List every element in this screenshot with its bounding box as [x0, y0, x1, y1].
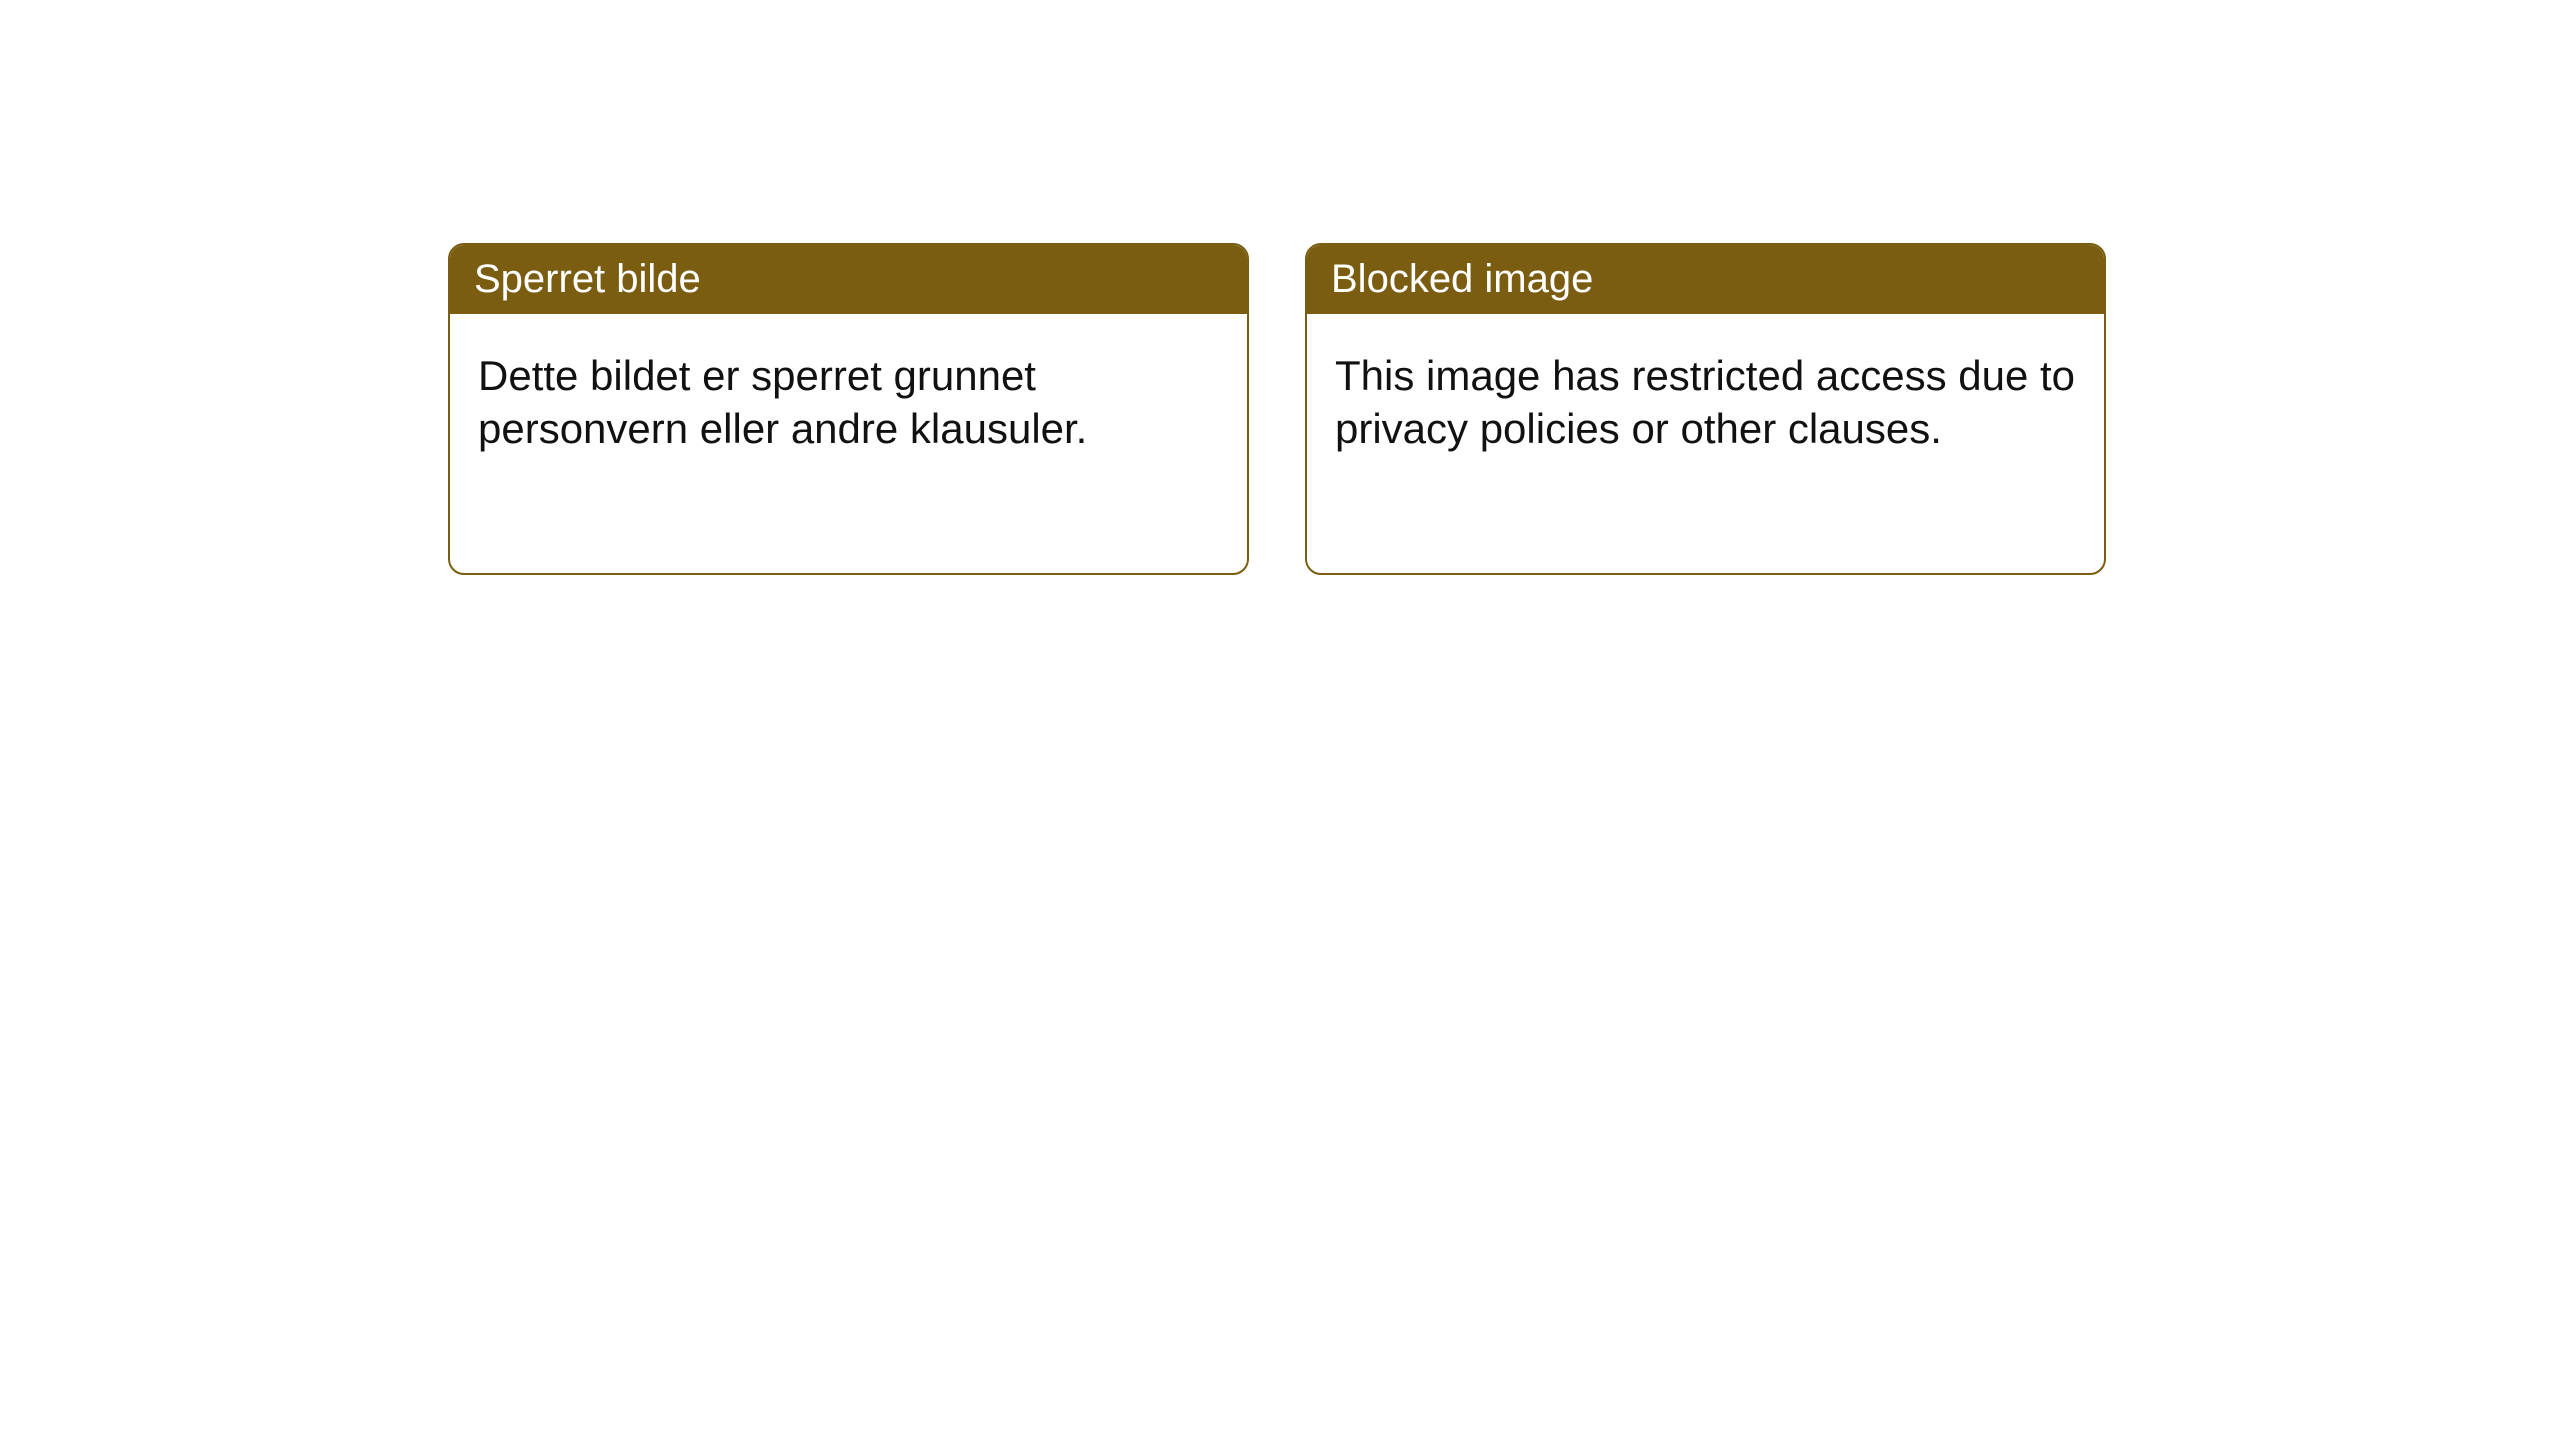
notice-cards-container: Sperret bilde Dette bildet er sperret gr… [448, 243, 2106, 575]
card-body-norwegian: Dette bildet er sperret grunnet personve… [450, 314, 1247, 491]
notice-card-norwegian: Sperret bilde Dette bildet er sperret gr… [448, 243, 1249, 575]
notice-card-english: Blocked image This image has restricted … [1305, 243, 2106, 575]
card-header-english: Blocked image [1307, 245, 2104, 314]
card-header-norwegian: Sperret bilde [450, 245, 1247, 314]
card-body-english: This image has restricted access due to … [1307, 314, 2104, 491]
